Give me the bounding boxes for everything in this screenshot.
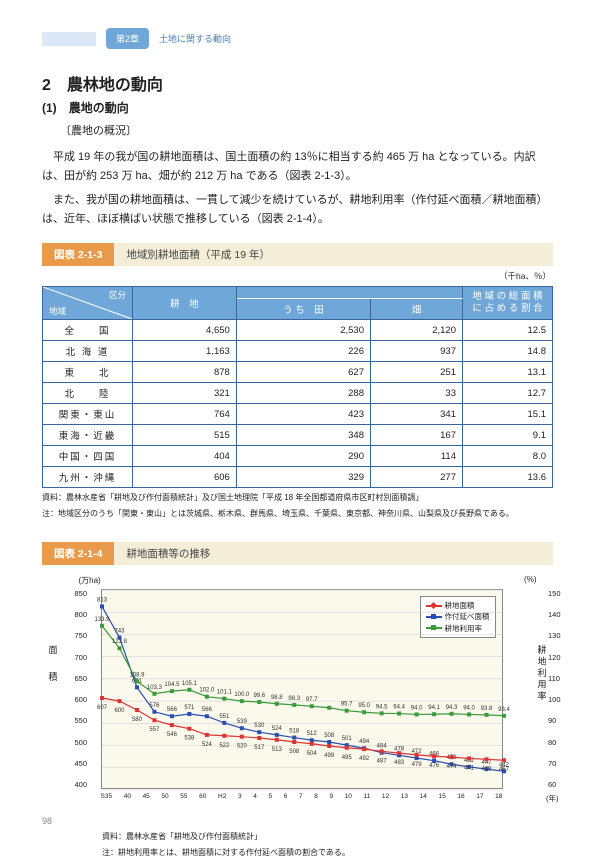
svg-text:108.9: 108.9 (129, 672, 145, 678)
section-heading: 2 農林地の動向 (42, 71, 553, 95)
svg-text:508: 508 (289, 749, 300, 755)
svg-text:517: 517 (254, 745, 265, 751)
svg-text:487: 487 (376, 758, 387, 764)
svg-text:95.0: 95.0 (358, 703, 370, 709)
svg-text:484: 484 (376, 744, 387, 750)
svg-text:607: 607 (96, 705, 107, 711)
svg-text:600: 600 (114, 708, 125, 714)
svg-text:105.1: 105.1 (181, 681, 197, 687)
svg-text:520: 520 (236, 744, 247, 750)
svg-text:546: 546 (166, 732, 177, 738)
y-left-label: 面 積 (47, 645, 60, 681)
svg-text:513: 513 (271, 747, 282, 753)
figure-badge: 図表 2-1-3 (42, 243, 114, 266)
page-header: 第2章 土地に関する動向 (42, 28, 553, 49)
chapter-tab: 第2章 (106, 28, 149, 49)
svg-text:576: 576 (149, 703, 160, 709)
svg-text:539: 539 (236, 719, 247, 725)
svg-text:476: 476 (429, 763, 440, 769)
svg-text:512: 512 (306, 731, 317, 737)
subsection-heading: (1) 農地の動向 (42, 99, 553, 116)
svg-text:524: 524 (271, 726, 282, 732)
svg-text:93.8: 93.8 (480, 706, 492, 712)
header-accent (42, 32, 96, 46)
svg-text:95.7: 95.7 (340, 702, 352, 708)
figure-label: 図表 2-1-3 地域別耕地面積（平成 19 年） (42, 243, 553, 266)
y-right-label: 耕 地 利 用 率 (536, 645, 549, 700)
svg-text:98.3: 98.3 (288, 696, 300, 702)
svg-text:492: 492 (359, 756, 370, 762)
svg-text:94.4: 94.4 (393, 705, 405, 711)
svg-text:522: 522 (219, 743, 230, 749)
table-source: 資料：農林水産省「耕地及び作付面積統計」及び国土地理院「平成 18 年全国都道府… (42, 492, 553, 504)
x-ticks: S354045505560H23456789101112131415161718 (101, 793, 503, 800)
svg-text:133.9: 133.9 (94, 617, 110, 623)
x-unit: (年) (546, 793, 559, 804)
svg-text:101.1: 101.1 (216, 690, 232, 696)
svg-text:501: 501 (341, 736, 352, 742)
svg-text:467: 467 (498, 767, 509, 773)
svg-text:94.3: 94.3 (445, 705, 457, 711)
svg-text:98.8: 98.8 (270, 695, 282, 701)
figure-title: 地域別耕地面積（平成 19 年） (114, 243, 553, 266)
svg-text:94.0: 94.0 (410, 705, 422, 711)
region-table: 区分 地域 耕 地 地 域 の 総 面 積 に 占 め る 割 合 う ち 田 … (42, 286, 553, 488)
svg-text:494: 494 (359, 739, 370, 745)
y-right-ticks: 60708090100110120130140150 (548, 589, 561, 789)
y-left-ticks: 400450500550600650700750800850 (75, 589, 88, 789)
svg-text:557: 557 (149, 727, 160, 733)
svg-text:813: 813 (96, 597, 107, 603)
line-chart: (万ha) (%) 面 積 耕 地 利 用 率 4004505005506006… (53, 575, 543, 825)
svg-text:474: 474 (446, 764, 457, 770)
svg-text:97.7: 97.7 (305, 697, 317, 703)
svg-text:99.6: 99.6 (253, 693, 265, 699)
svg-text:479: 479 (411, 762, 422, 768)
svg-text:104.5: 104.5 (164, 682, 180, 688)
plot-area: 耕地面積 作付延べ面積 耕地利用率 8137436315765665715665… (101, 589, 503, 789)
paragraph: また、我が国の耕地面積は、一貫して減少を続けているが、耕地利用率（作付延べ面積／… (42, 191, 553, 230)
chart-source: 資料：農林水産省「耕地及び作付面積統計」 (102, 831, 553, 843)
svg-text:538: 538 (184, 736, 195, 742)
svg-text:102.0: 102.0 (199, 688, 215, 694)
table-unit: （千ha、％） (44, 270, 551, 282)
svg-text:504: 504 (306, 751, 317, 757)
figure-badge: 図表 2-1-4 (42, 542, 114, 565)
svg-text:469: 469 (481, 766, 492, 772)
svg-text:571: 571 (184, 705, 195, 711)
chart-note: 注：耕地利用率とは、耕地面積に対する作付延べ面積の割合である。 (102, 847, 553, 859)
paragraph: 平成 19 年の我が国の耕地面積は、国土面積の約 13％に相当する約 465 万… (42, 148, 553, 187)
svg-text:518: 518 (289, 729, 300, 735)
svg-text:499: 499 (324, 753, 335, 759)
figure-label: 図表 2-1-4 耕地面積等の推移 (42, 542, 553, 565)
svg-text:103.3: 103.3 (146, 685, 162, 691)
svg-text:100.0: 100.0 (234, 692, 250, 698)
svg-text:743: 743 (114, 629, 125, 635)
y-right-unit: (%) (524, 575, 536, 584)
svg-text:94.1: 94.1 (428, 705, 440, 711)
y-left-unit: (万ha) (79, 575, 101, 586)
svg-text:551: 551 (219, 714, 230, 720)
figure-title: 耕地面積等の推移 (114, 542, 553, 565)
page-number: 98 (42, 816, 52, 826)
svg-text:123.8: 123.8 (111, 639, 127, 645)
svg-text:94.5: 94.5 (375, 704, 387, 710)
svg-text:566: 566 (201, 707, 212, 713)
table-note: 注：地域区分のうち「関東・東山」とは茨城県、栃木県、群馬県、埼玉県、千葉県、東京… (42, 508, 553, 520)
svg-text:524: 524 (201, 742, 212, 748)
svg-text:94.0: 94.0 (463, 705, 475, 711)
sub2-heading: 〔農地の概況〕 (60, 122, 553, 138)
svg-text:580: 580 (131, 717, 142, 723)
svg-text:471: 471 (464, 765, 475, 771)
svg-text:566: 566 (166, 707, 177, 713)
svg-text:530: 530 (254, 723, 265, 729)
svg-text:508: 508 (324, 733, 335, 739)
svg-text:495: 495 (341, 755, 352, 761)
chapter-title: 土地に関する動向 (159, 32, 231, 45)
svg-text:483: 483 (394, 760, 405, 766)
svg-text:93.4: 93.4 (498, 707, 510, 713)
